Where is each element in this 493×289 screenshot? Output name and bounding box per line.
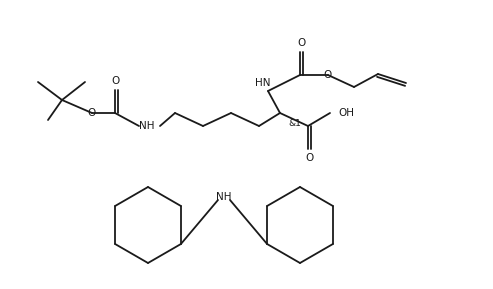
Text: &1: &1 [288,118,301,127]
Text: O: O [305,153,313,163]
Text: O: O [88,108,96,118]
Text: NH: NH [139,121,155,131]
Text: O: O [112,76,120,86]
Text: NH: NH [216,192,232,202]
Text: OH: OH [338,108,354,118]
Text: HN: HN [255,78,271,88]
Text: O: O [324,70,332,80]
Text: O: O [297,38,305,48]
